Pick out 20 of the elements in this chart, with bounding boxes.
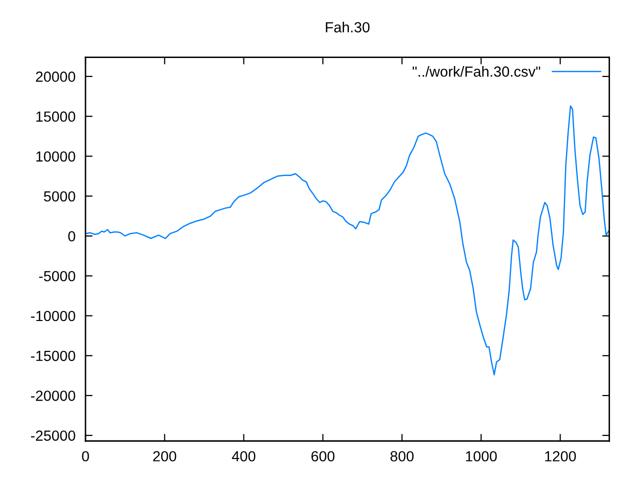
y-tick-label: 10000: [36, 151, 76, 162]
chart-title: Fah.30: [326, 22, 370, 32]
y-tick-label: 5000: [44, 191, 76, 202]
y-tick-label: -25000: [31, 430, 76, 441]
x-tick-label: 0: [82, 451, 89, 462]
x-tick-label: 1200: [545, 451, 576, 462]
y-tick-label: -15000: [31, 350, 76, 362]
x-tick-label: 200: [153, 451, 176, 462]
x-tick-label: 1000: [466, 451, 497, 462]
y-tick-label: 0: [68, 231, 76, 242]
x-tick-label: 800: [390, 451, 414, 462]
line-series: [86, 105, 610, 376]
x-tick-label: 600: [311, 451, 334, 462]
y-tick-label: 15000: [36, 111, 76, 122]
y-tick-label: 20000: [36, 72, 76, 82]
y-tick-label: -10000: [31, 310, 76, 322]
y-tick-label: -5000: [39, 270, 76, 282]
x-tick-label: 400: [232, 451, 256, 462]
y-tick-label: -20000: [31, 390, 76, 401]
legend-label: "../work/Fah.30.csv": [412, 66, 540, 77]
